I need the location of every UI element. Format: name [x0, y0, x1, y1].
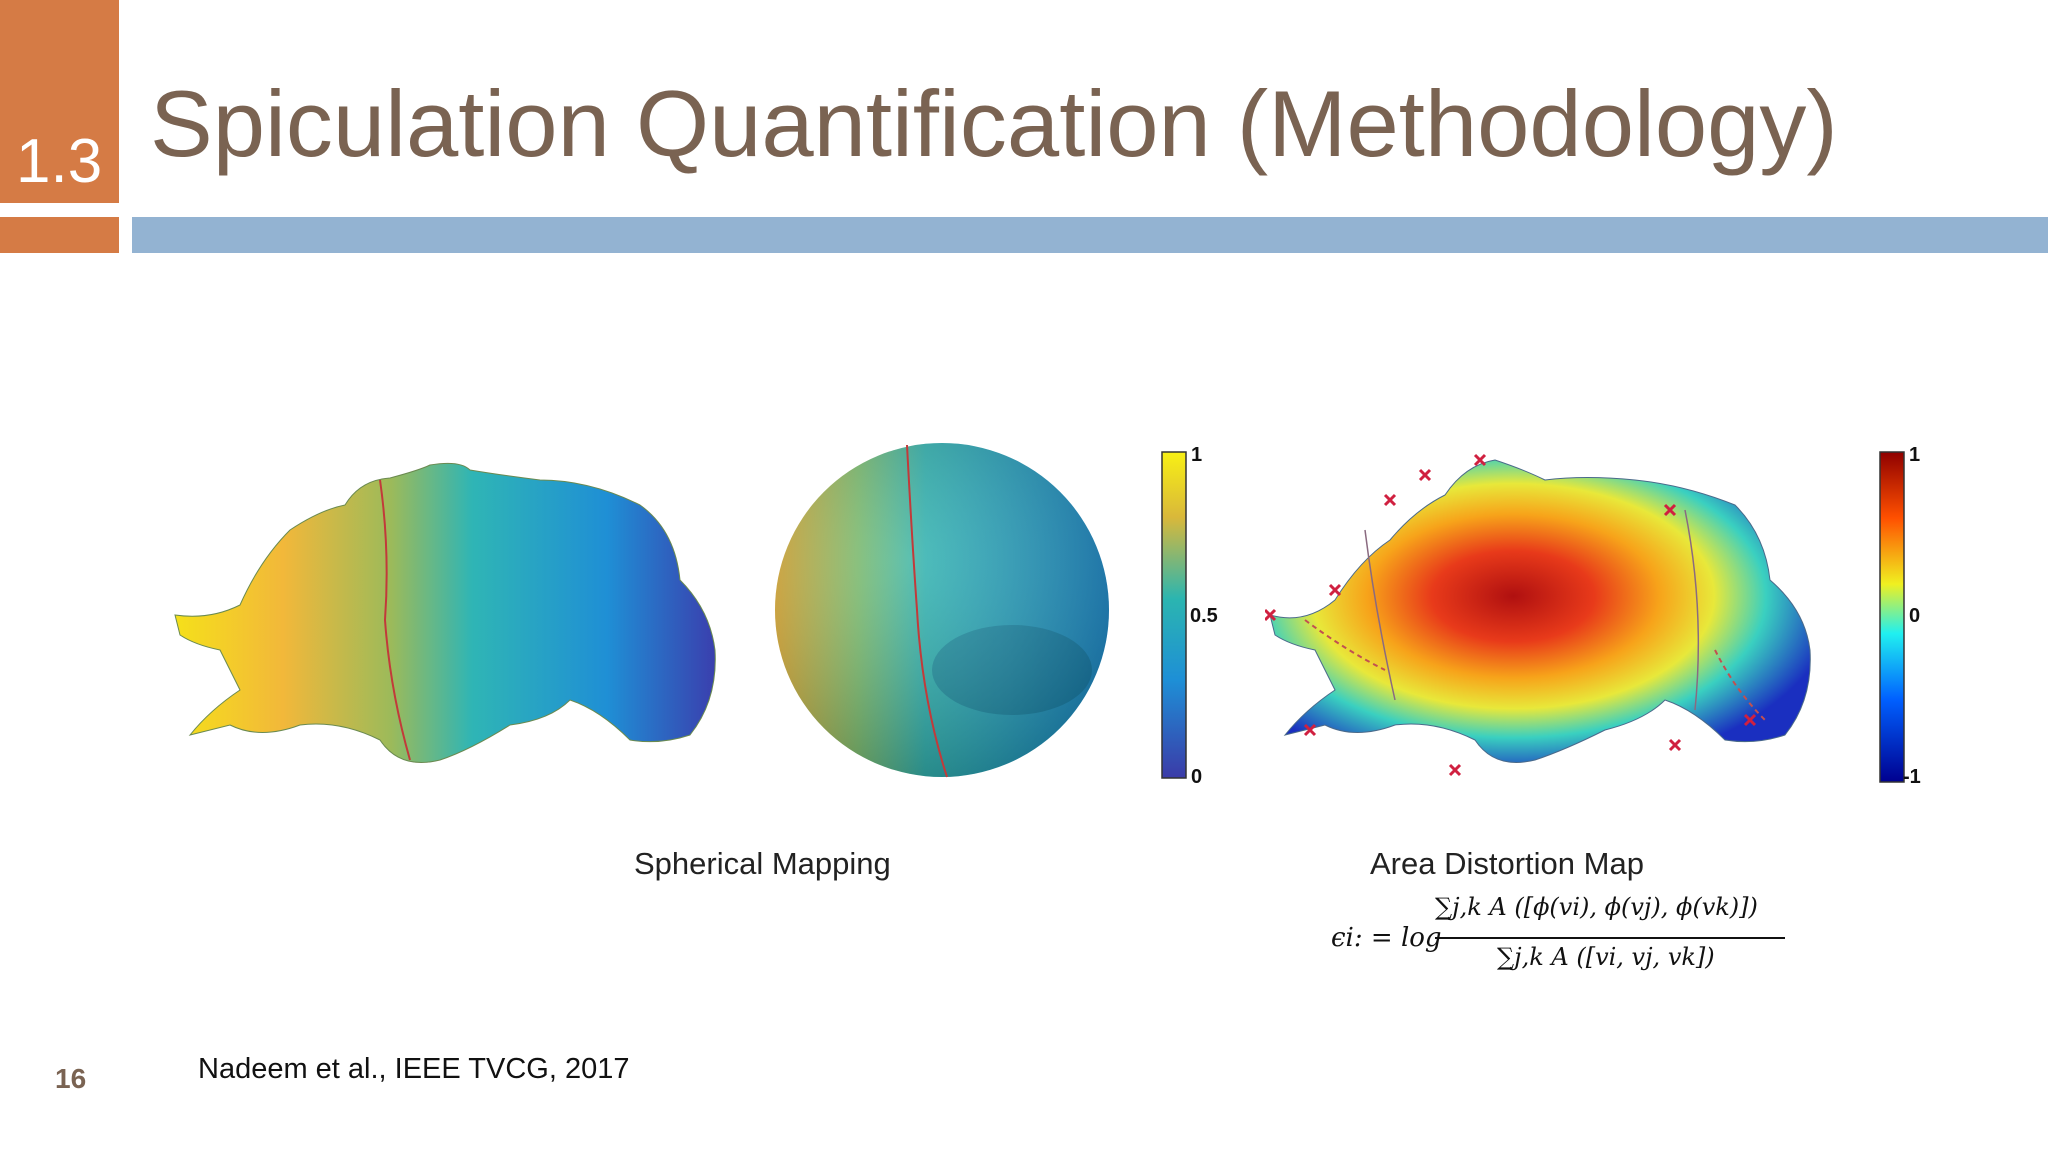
citation: Nadeem et al., IEEE TVCG, 2017 [198, 1053, 630, 1085]
colorbar-left-mid: 0.5 [1190, 605, 1218, 627]
area-distortion-caption: Area Distortion Map [1370, 846, 1644, 881]
formula-numerator: ∑j,k A ([ϕ(vi), ϕ(vj), ϕ(vk)]) [1435, 893, 1758, 921]
colorbar-left-max: 1 [1191, 444, 1203, 466]
colorbar-right-min: -1 [1903, 766, 1921, 788]
formula-fraction-line [1435, 937, 1785, 939]
colorbar-left-min: 0 [1191, 766, 1203, 788]
colorbar-right-max: 1 [1909, 444, 1921, 466]
area-distortion-formula: ϵi: = log ∑j,k A ([ϕ(vi), ϕ(vj), ϕ(vk)])… [1325, 893, 1795, 983]
nodule-shape-image [174, 462, 716, 763]
formula-lhs: ϵi: = log [1331, 923, 1442, 953]
area-distortion-map-image [1265, 453, 1811, 777]
page-number: 16 [55, 1063, 87, 1094]
slide-title: Spiculation Quantification (Methodology) [150, 71, 1838, 176]
section-badge-lower [0, 217, 119, 253]
title-underline-bar [132, 217, 2048, 253]
section-badge [0, 0, 119, 203]
section-badge-gap [0, 203, 119, 217]
formula-denominator: ∑j,k A ([vi, vj, vk]) [1497, 943, 1715, 971]
colorbar-right-mid: 0 [1909, 605, 1921, 627]
section-number: 1.3 [16, 127, 103, 196]
colorbar-left [1161, 451, 1187, 779]
spherical-mapping-caption: Spherical Mapping [634, 846, 891, 881]
colorbar-right [1879, 451, 1905, 783]
sphere-mapping-image [775, 443, 1109, 778]
